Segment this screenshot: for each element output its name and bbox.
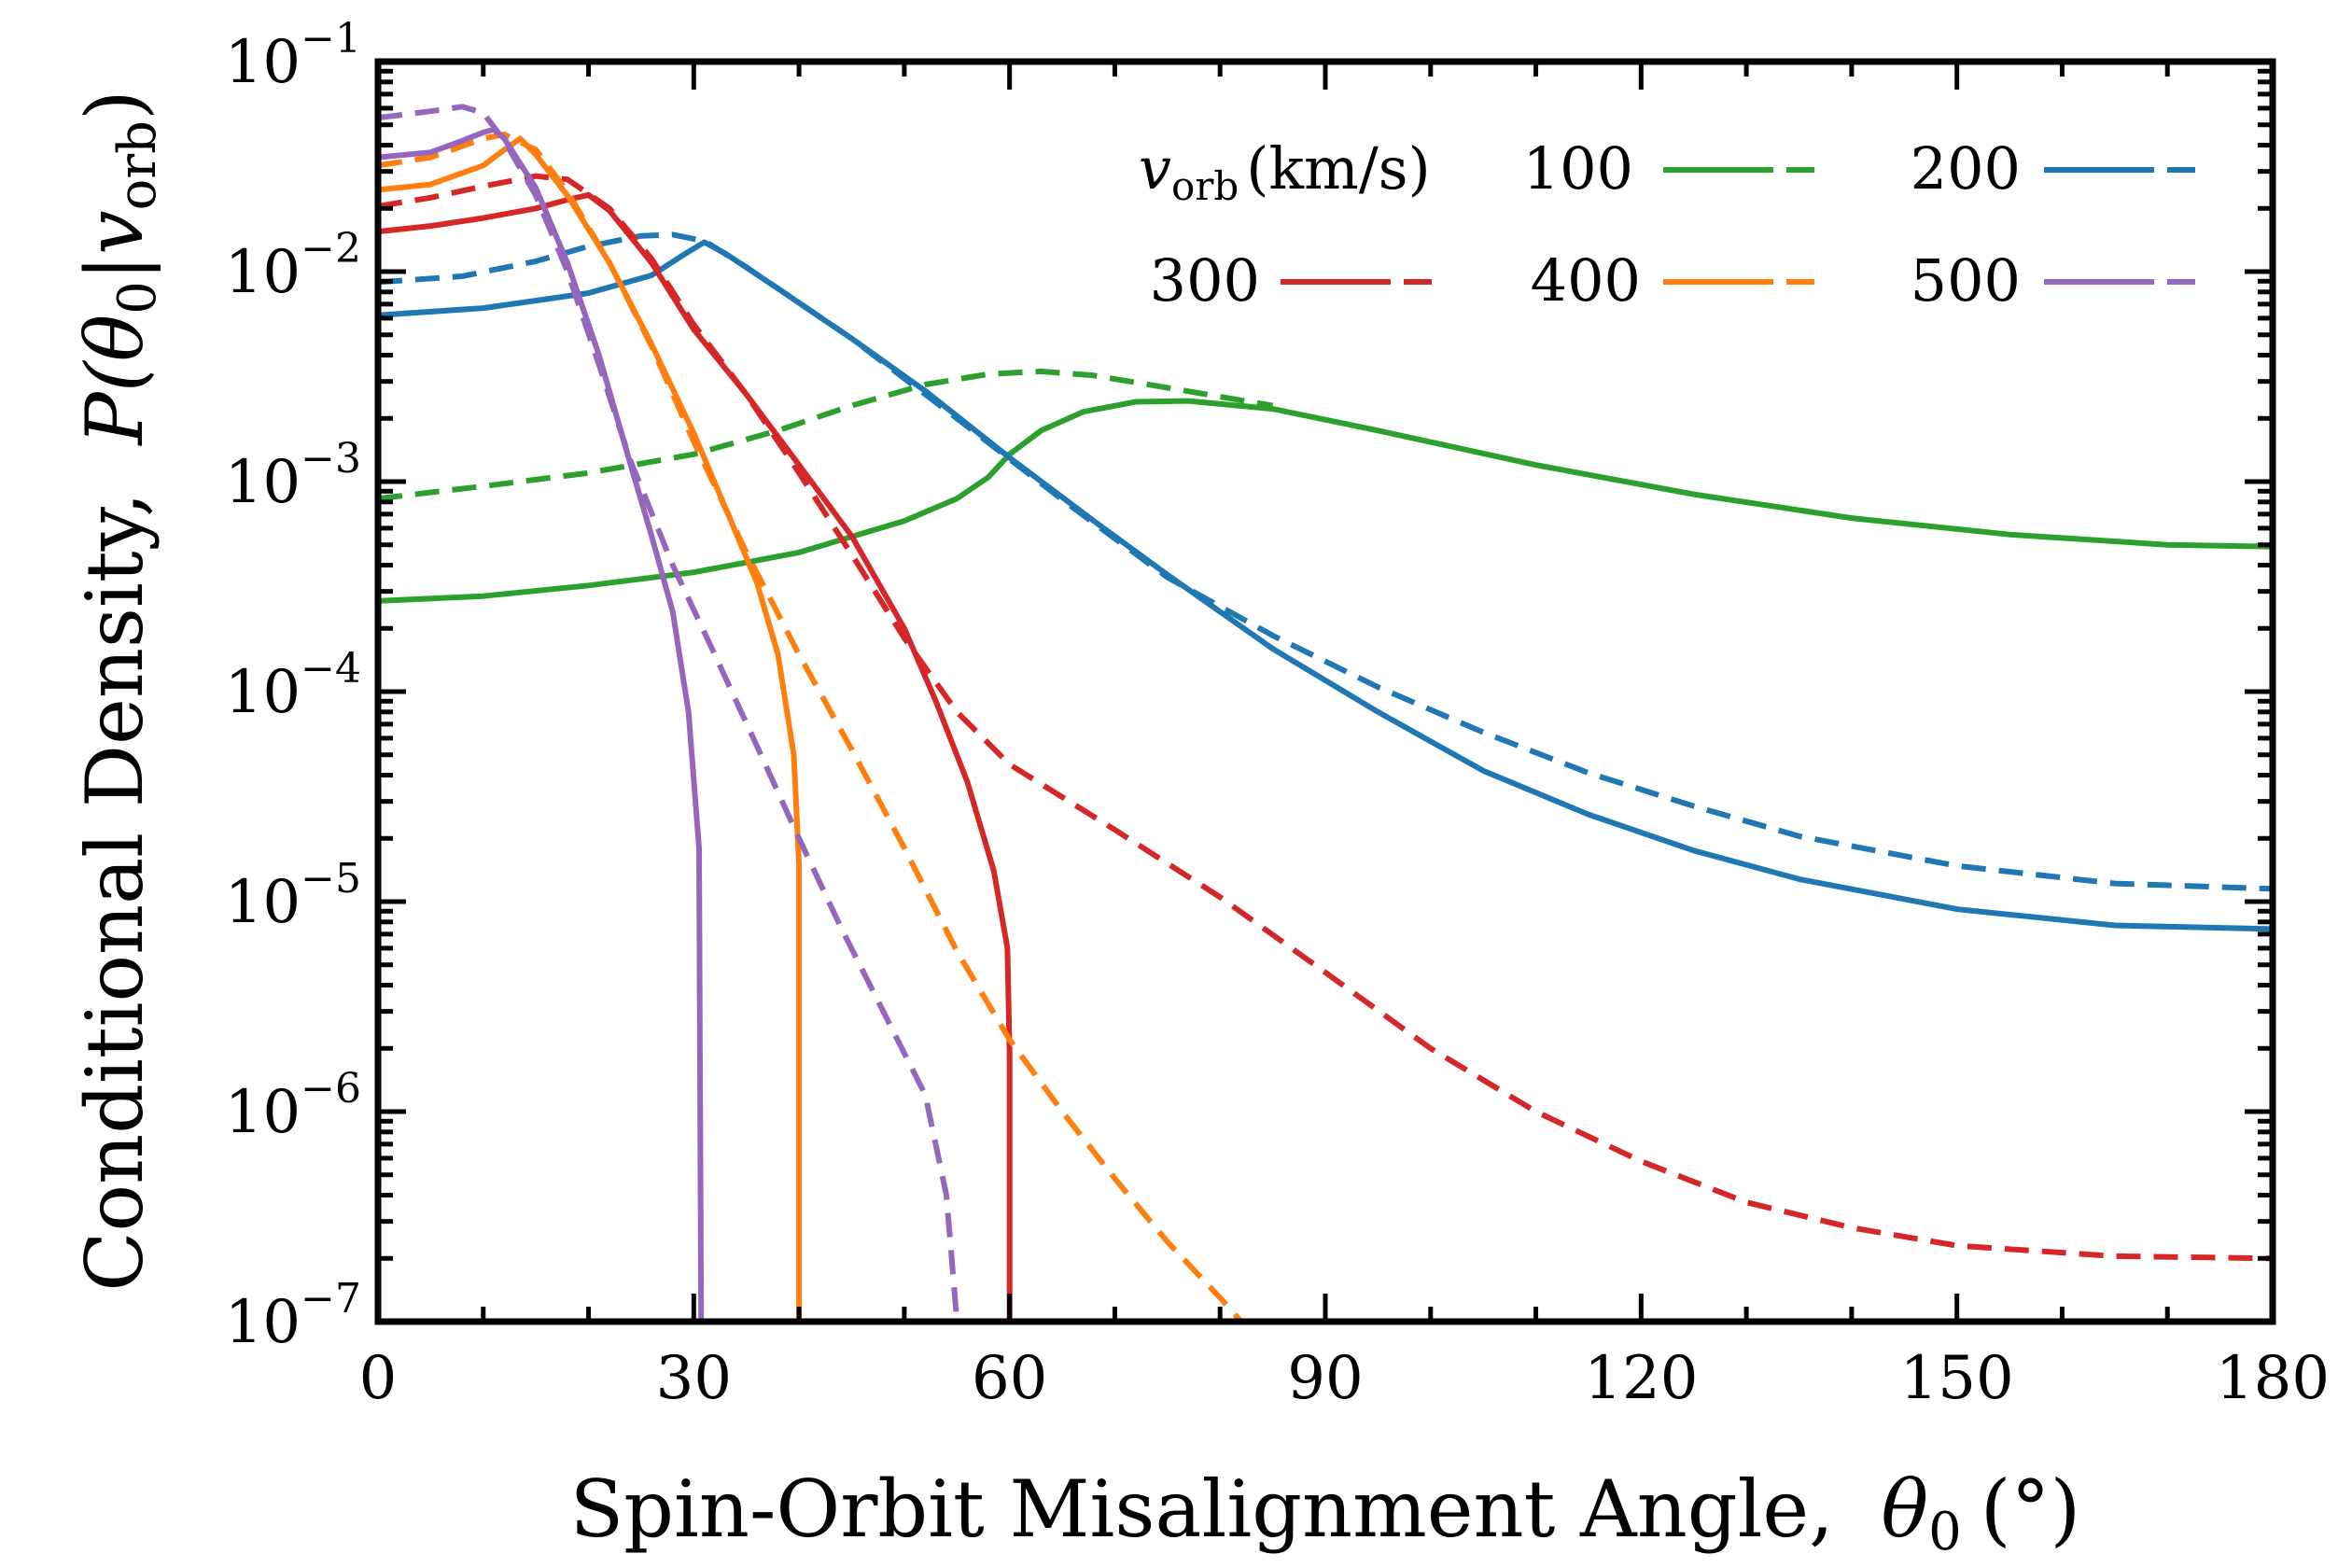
y-tick-exponent: −2 xyxy=(301,225,361,273)
series-500-solid-line xyxy=(378,126,705,1322)
series-400-solid-line xyxy=(378,135,803,1322)
x-tick-label-0: 0 xyxy=(359,1344,398,1413)
y-tick-label-1: 10−2 xyxy=(225,225,361,307)
series-100-solid-line xyxy=(378,398,2273,604)
series-layer xyxy=(378,104,2273,1322)
legend-label-300: 300 xyxy=(1150,246,1260,315)
x-tick-label-90: 90 xyxy=(1287,1344,1363,1413)
legend-label-500: 500 xyxy=(1911,246,2021,315)
x-axis-title-text: Spin-Orbit Misalignment Angle, xyxy=(570,1463,1834,1555)
series-200-solid-line xyxy=(378,239,2273,932)
y-tick-base: 10 xyxy=(225,28,301,97)
x-tick-label-60: 60 xyxy=(972,1344,1047,1413)
y-axis-title-mid: |v xyxy=(69,210,161,281)
y-tick-exponent: −6 xyxy=(301,1065,361,1113)
legend: vorb (km/s) 100 200 300 400 500 xyxy=(1139,134,2207,315)
x-tick-labels: 0 30 60 90 120 150 180 xyxy=(359,1344,2330,1413)
series-100-dashed-line xyxy=(378,368,1274,502)
y-tick-base: 10 xyxy=(225,658,301,727)
legend-title-symbol: v xyxy=(1139,134,1171,203)
x-axis-title-sub: 0 xyxy=(1928,1502,1962,1562)
y-axis-title: Conditional Density, P(θ0|vorb) xyxy=(69,90,168,1292)
series-300-dashed-line xyxy=(378,173,2273,1262)
series-500-dashed-line xyxy=(378,104,960,1322)
y-tick-base: 10 xyxy=(225,1078,301,1147)
x-tick-label-30: 30 xyxy=(656,1344,732,1413)
y-tick-label-5: 10−6 xyxy=(225,1065,361,1147)
legend-label-400: 400 xyxy=(1531,246,1641,315)
y-tick-base: 10 xyxy=(225,238,301,307)
x-axis-title: Spin-Orbit Misalignment Angle, θ0 (°) xyxy=(570,1463,2081,1562)
y-tick-labels: 10−110−210−310−410−510−610−7 xyxy=(225,15,361,1357)
legend-title-sub: orb xyxy=(1171,163,1239,209)
legend-label-200: 200 xyxy=(1911,134,2021,203)
legend-title: vorb (km/s) xyxy=(1139,134,1431,209)
x-tick-label-120: 120 xyxy=(1584,1344,1698,1413)
y-tick-label-2: 10−3 xyxy=(225,435,361,517)
plot-frame xyxy=(374,58,2276,1325)
series-400-dashed-line xyxy=(378,132,1244,1322)
legend-label-100: 100 xyxy=(1523,134,1633,203)
x-axis-title-symbol: θ xyxy=(1882,1463,1929,1555)
series-200-dashed-line xyxy=(378,231,2273,892)
y-tick-base: 10 xyxy=(225,1288,301,1357)
y-axis-title-end: ) xyxy=(69,90,161,120)
y-tick-exponent: −1 xyxy=(301,15,361,63)
legend-title-unit: (km/s) xyxy=(1246,134,1430,203)
y-tick-base: 10 xyxy=(225,448,301,517)
y-tick-label-4: 10−5 xyxy=(225,855,361,937)
y-axis-title-sub2: orb xyxy=(107,120,168,210)
y-tick-exponent: −3 xyxy=(301,435,361,483)
y-tick-exponent: −4 xyxy=(301,645,361,693)
x-tick-label-180: 180 xyxy=(2216,1344,2330,1413)
x-tick-label-150: 150 xyxy=(1900,1344,2014,1413)
y-axis-title-sub: 0 xyxy=(107,281,168,315)
y-tick-exponent: −5 xyxy=(301,855,361,903)
y-axis-title-text: Conditional Density, xyxy=(69,492,161,1291)
y-tick-label-0: 10−1 xyxy=(225,15,361,97)
y-axis-title-symbol: P(θ xyxy=(69,315,161,447)
series-300-solid-line xyxy=(378,191,1013,1322)
y-tick-exponent: −7 xyxy=(301,1275,361,1323)
y-tick-label-6: 10−7 xyxy=(225,1275,361,1357)
y-tick-base: 10 xyxy=(225,868,301,937)
x-axis-title-unit: (°) xyxy=(1981,1463,2081,1555)
y-tick-label-3: 10−4 xyxy=(225,645,361,727)
legend-entries: 100 200 300 400 500 xyxy=(1150,134,2207,315)
